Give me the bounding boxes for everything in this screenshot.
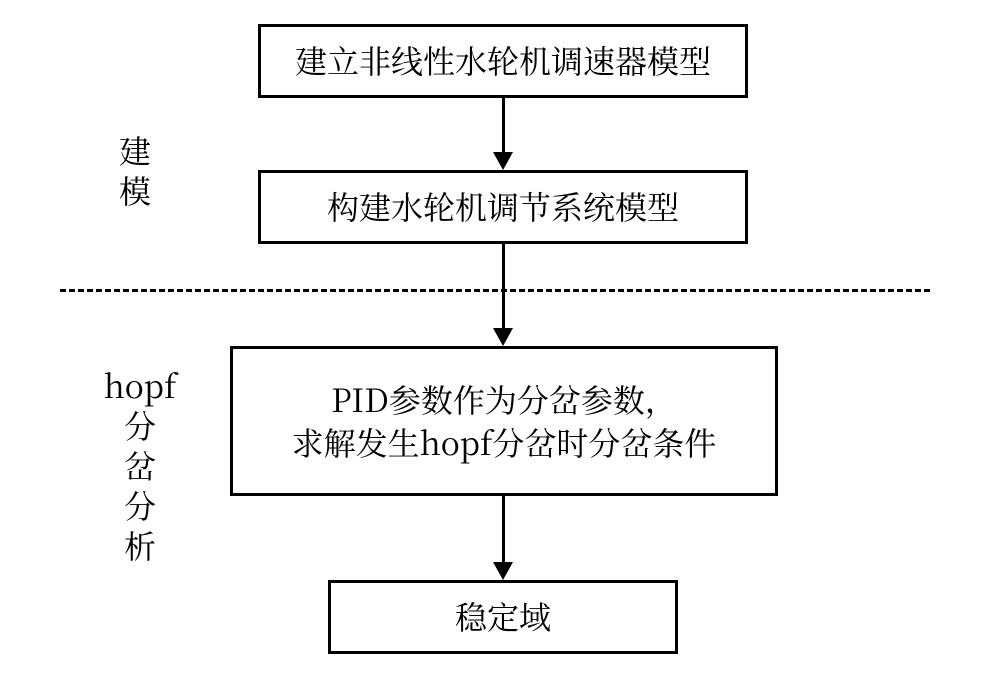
node-build-nonlinear-governor-model: 建立非线性水轮机调速器模型 bbox=[258, 24, 748, 98]
node-text: 建立非线性水轮机调速器模型 bbox=[295, 39, 711, 82]
char: 建 bbox=[119, 130, 151, 170]
char: 析 bbox=[124, 525, 156, 565]
char: 分 bbox=[124, 485, 156, 525]
edge-n3-n4-line bbox=[502, 496, 505, 562]
edge-n3-n4-head bbox=[493, 562, 513, 580]
edge-n2-n3-head bbox=[493, 328, 513, 346]
section-label-hopf-analysis: hopf 分 岔 分 析 bbox=[100, 340, 180, 590]
word: hopf bbox=[104, 365, 177, 405]
node-line: 求解发生hopf分岔时分岔条件 bbox=[292, 421, 717, 464]
char: 分 bbox=[124, 405, 156, 445]
node-text: 构建水轮机调节系统模型 bbox=[327, 185, 679, 228]
edge-n1-n2-head bbox=[493, 152, 513, 170]
char: 岔 bbox=[124, 445, 156, 485]
edge-n2-n3-line bbox=[502, 244, 505, 328]
node-line: PID参数作为分岔参数， bbox=[292, 378, 717, 421]
edge-n1-n2-line bbox=[502, 98, 505, 152]
node-text-wrap: PID参数作为分岔参数， 求解发生hopf分岔时分岔条件 bbox=[292, 378, 717, 464]
node-build-regulation-system-model: 构建水轮机调节系统模型 bbox=[258, 170, 748, 244]
char: 模 bbox=[119, 170, 151, 210]
node-pid-hopf-condition: PID参数作为分岔参数， 求解发生hopf分岔时分岔条件 bbox=[230, 346, 778, 496]
flowchart-canvas: 建 模 hopf 分 岔 分 析 建立非线性水轮机调速器模型 构建水轮机调节系统… bbox=[0, 0, 1000, 696]
node-stability-region: 稳定域 bbox=[328, 580, 678, 654]
section-divider bbox=[60, 289, 930, 292]
node-text: 稳定域 bbox=[455, 595, 551, 638]
section-label-modeling: 建 模 bbox=[115, 120, 155, 220]
